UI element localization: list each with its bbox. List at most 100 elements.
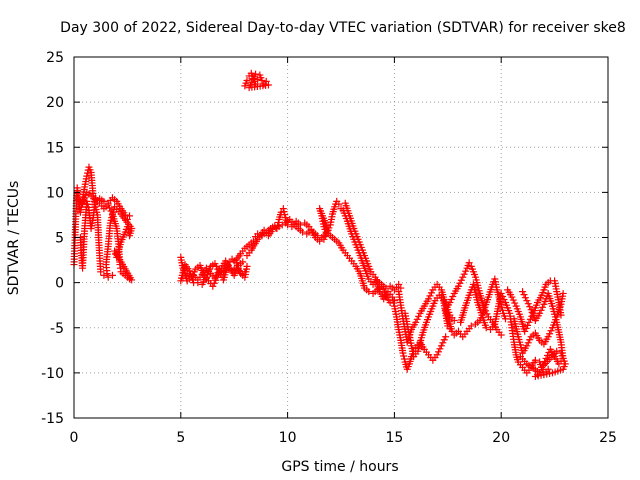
data-point (519, 288, 527, 296)
data-point (497, 289, 505, 297)
data-point (546, 345, 554, 353)
data-point (499, 306, 507, 314)
data-point (449, 292, 457, 300)
data-point (436, 345, 444, 353)
x-tick-label: 10 (279, 430, 297, 446)
data-point (209, 282, 217, 290)
data-point (210, 279, 218, 287)
data-point (83, 172, 91, 180)
data-point (500, 295, 508, 303)
data-point (316, 237, 324, 245)
data-point (108, 271, 116, 279)
data-point (388, 293, 396, 301)
data-point (84, 203, 92, 211)
data-point (523, 342, 531, 350)
x-axis-label: GPS time / hours (281, 459, 398, 475)
data-point (482, 324, 490, 332)
data-point (213, 273, 221, 281)
y-axis-label: SDTVAR / TECUs (6, 181, 22, 296)
data-point (365, 288, 373, 296)
data-point (425, 295, 433, 303)
data-point (103, 270, 111, 278)
data-point (437, 342, 445, 350)
data-point (509, 296, 517, 304)
data-point (390, 299, 398, 307)
data-point (460, 270, 468, 278)
data-point (553, 347, 561, 355)
data-point (526, 336, 534, 344)
data-point (516, 353, 524, 361)
data-point (522, 324, 530, 332)
data-point (525, 318, 533, 326)
data-point (559, 289, 567, 297)
data-point (465, 259, 473, 267)
data-point (457, 276, 465, 284)
data-point (126, 212, 134, 220)
data-point (544, 333, 552, 341)
x-tick-label: 15 (385, 430, 403, 446)
data-point (239, 258, 247, 266)
data-point (511, 299, 519, 307)
data-point (462, 267, 470, 275)
x-tick-label: 20 (492, 430, 510, 446)
data-point (400, 355, 408, 363)
y-tick-label: 15 (46, 140, 64, 156)
data-point (382, 284, 390, 292)
data-point (433, 351, 441, 359)
data-point (435, 348, 443, 356)
data-point (523, 297, 531, 305)
data-point (335, 200, 343, 208)
data-point (454, 282, 462, 290)
data-point (538, 303, 546, 311)
y-tick-label: -5 (50, 321, 64, 337)
data-point (243, 76, 251, 84)
chart-title: Day 300 of 2022, Sidereal Day-to-day VTE… (60, 20, 626, 36)
y-tick-label: 20 (46, 95, 64, 111)
data-point (281, 211, 289, 219)
data-point (258, 76, 266, 84)
data-point (84, 200, 92, 208)
data-point (547, 327, 555, 335)
data-point (104, 201, 112, 209)
data-point (243, 262, 251, 270)
data-point (397, 284, 405, 292)
x-tick-label: 0 (70, 430, 79, 446)
data-point (521, 294, 529, 302)
y-tick-label: 25 (46, 50, 64, 66)
data-point (97, 268, 105, 276)
data-point (524, 321, 532, 329)
data-point (415, 312, 423, 320)
data-point (389, 296, 397, 304)
data-point (456, 279, 464, 287)
data-point (412, 318, 420, 326)
data-point (526, 303, 534, 311)
data-point (520, 291, 528, 299)
y-tick-label: 10 (46, 185, 64, 201)
data-point (526, 315, 534, 323)
data-point (399, 349, 407, 357)
data-point (252, 70, 260, 78)
data-point (83, 197, 91, 205)
data-point (483, 310, 491, 318)
data-point (499, 292, 507, 300)
data-point (100, 197, 108, 205)
grid-lines (74, 57, 608, 418)
data-point (215, 270, 223, 278)
y-tick-label: 5 (55, 231, 64, 247)
data-point (104, 273, 112, 281)
data-point (400, 352, 408, 360)
data-point (212, 276, 220, 284)
data-point (450, 317, 458, 325)
data-point (194, 279, 202, 287)
axis-ticks: 0 5 10 15 20 25 -15 -10 -5 0 5 10 15 20 25 (41, 50, 617, 446)
data-point (497, 331, 505, 339)
data-point (546, 330, 554, 338)
data-point (216, 267, 224, 275)
data-point (447, 295, 455, 303)
data-point (280, 208, 288, 216)
data-point (106, 204, 114, 212)
data-point (439, 339, 447, 347)
data-point (87, 192, 95, 200)
data-point (545, 348, 553, 356)
y-tick-label: 0 (55, 276, 64, 292)
